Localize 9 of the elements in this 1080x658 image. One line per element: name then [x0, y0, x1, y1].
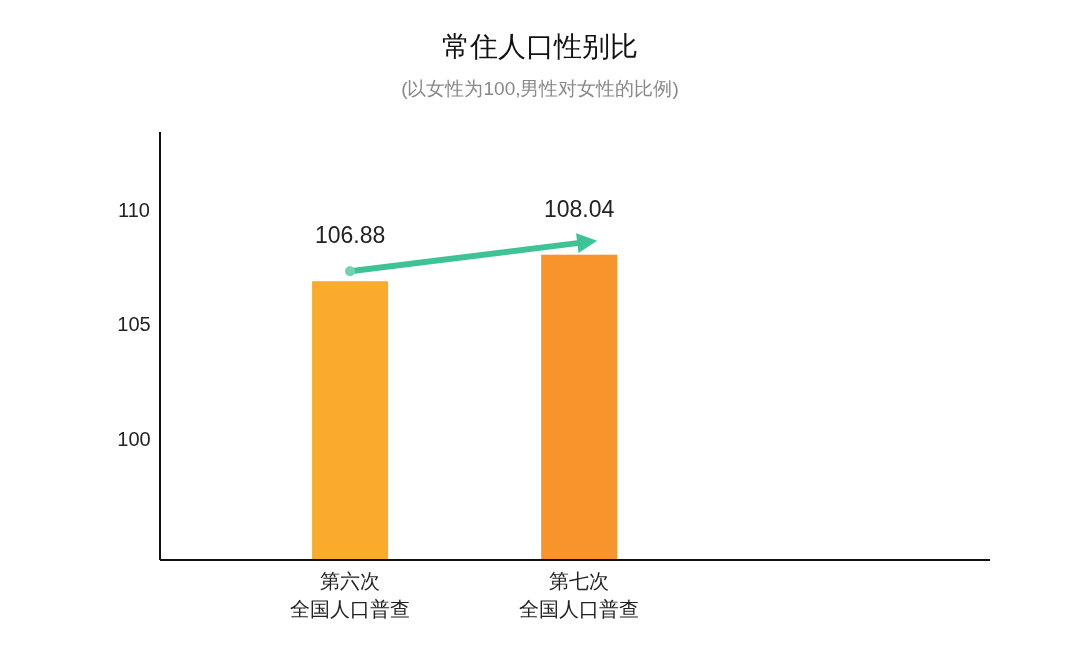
x-tick-label: 第七次全国人口普查	[519, 570, 640, 620]
chart-title: 常住人口性别比	[442, 31, 638, 62]
chart-subtitle: (以女性为100,男性对女性的比例)	[401, 78, 679, 99]
y-tick-label: 100	[117, 427, 151, 450]
data-label: 108.04	[543, 195, 615, 222]
data-label: 106.88	[314, 222, 386, 249]
x-tick-label: 第六次全国人口普查	[290, 570, 411, 620]
y-tick-label: 110	[118, 198, 150, 221]
y-tick-label: 105	[117, 313, 151, 336]
